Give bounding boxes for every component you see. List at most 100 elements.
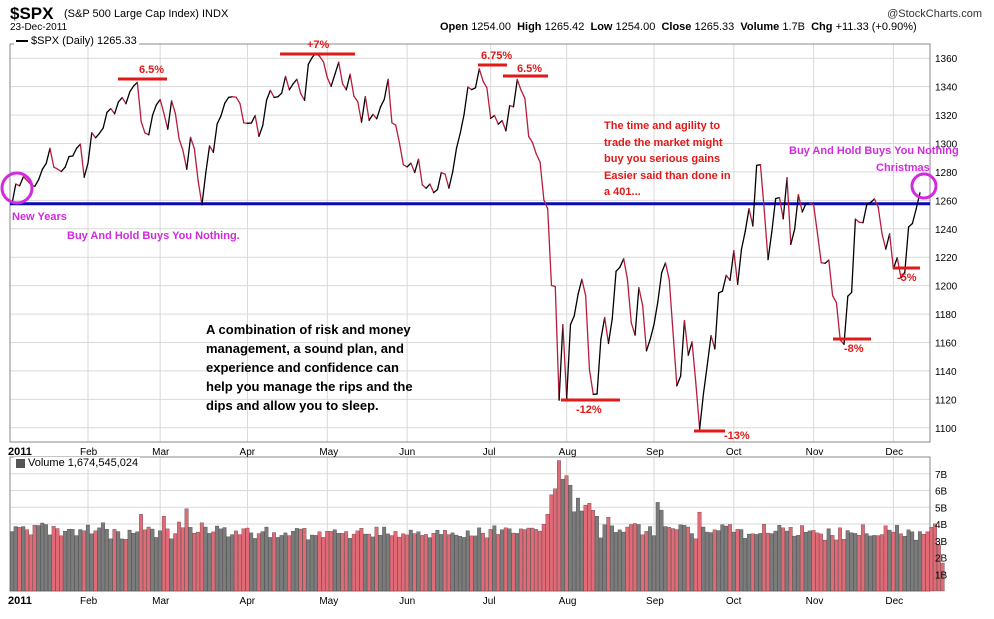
- volume-bar: [830, 535, 835, 592]
- price-segment: [786, 177, 792, 245]
- volume-bar: [712, 529, 717, 592]
- volume-bar: [845, 530, 850, 592]
- volume-bar: [25, 529, 29, 592]
- price-segment: [531, 141, 537, 155]
- price-tick-label: 1320: [935, 111, 958, 122]
- volume-bar: [97, 527, 102, 592]
- volume-bar: [579, 510, 584, 592]
- price-segment: [341, 83, 347, 91]
- volume-bar: [234, 530, 238, 592]
- volume-bar: [473, 535, 478, 592]
- volume-bar: [203, 526, 208, 592]
- volume-bar: [469, 535, 474, 592]
- price-segment: [717, 290, 724, 294]
- price-segment: [698, 393, 705, 430]
- volume-bar: [652, 535, 656, 592]
- volume-bar: [51, 526, 56, 592]
- price-segment: [877, 206, 883, 235]
- volume-bar: [690, 533, 694, 592]
- volume-bar: [370, 536, 375, 592]
- price-x-tick-label: Jul: [483, 447, 496, 458]
- volume-bar: [606, 517, 611, 592]
- price-segment: [463, 86, 469, 115]
- price-segment: [349, 73, 355, 97]
- volume-bar: [17, 527, 22, 592]
- price-segment: [448, 171, 454, 189]
- volume-bar: [800, 525, 804, 592]
- risk-money-note: A combination of risk and money manageme…: [206, 320, 413, 415]
- volume-bar: [332, 529, 337, 592]
- volume-bar: [568, 484, 573, 592]
- risk-money-line-5: dips and allow you to sleep.: [206, 398, 379, 413]
- volume-bar: [13, 526, 18, 592]
- volume-bar: [142, 529, 147, 592]
- volume-bar: [222, 527, 227, 592]
- volume-bar: [549, 494, 554, 592]
- volume-y-axis: 1B 2B 3B 4B 5B 6B 7B: [935, 470, 948, 582]
- price-segment: [478, 68, 484, 82]
- price-segment: [509, 104, 515, 108]
- price-tick-label: 1240: [935, 225, 958, 236]
- volume-bar: [636, 524, 641, 592]
- price-segment: [816, 232, 822, 264]
- volume-bar: [784, 530, 789, 592]
- volume-bar: [655, 502, 660, 592]
- price-x-tick-label: Aug: [559, 447, 577, 458]
- volume-bar: [351, 533, 356, 592]
- risk-money-line-4: help you manage the rips and the: [206, 379, 413, 394]
- change-value: +11.33 (+0.90%): [835, 21, 917, 33]
- volume-bar: [272, 532, 276, 592]
- volume-bar: [891, 531, 896, 592]
- volume-bar: [443, 530, 447, 592]
- volume-bar: [28, 534, 33, 592]
- pct-label-jul1: 6.75%: [481, 50, 513, 62]
- price-segment: [433, 188, 439, 194]
- price-segment: [125, 91, 131, 105]
- volume-bar: [693, 538, 698, 592]
- price-segment: [623, 258, 629, 281]
- price-segment: [626, 278, 632, 324]
- price-segment: [281, 75, 287, 94]
- volume-bar: [526, 527, 531, 592]
- volume-bar: [139, 514, 143, 592]
- price-segment: [345, 73, 351, 91]
- price-segment: [307, 56, 313, 65]
- price-segment: [37, 168, 44, 181]
- price-tick-label: 1120: [935, 395, 957, 406]
- volume-bar: [188, 527, 193, 592]
- price-segment: [132, 81, 139, 87]
- time-agility-note: The time and agility to trade the market…: [604, 118, 731, 201]
- volume-bar: [849, 532, 854, 592]
- buy-hold-right-label: Buy And Hold Buys You Nothing: [789, 145, 959, 157]
- price-segment: [524, 97, 530, 138]
- volume-bar: [355, 530, 360, 592]
- volume-bar: [557, 460, 561, 592]
- price-segment: [520, 89, 526, 99]
- volume-bar: [310, 534, 314, 592]
- price-segment: [414, 158, 420, 174]
- price-segment: [452, 147, 458, 173]
- price-segment: [831, 295, 838, 304]
- price-segment: [56, 168, 63, 173]
- volume-bar: [412, 533, 417, 592]
- volume-bar: [249, 532, 254, 592]
- volume-bar: [253, 538, 257, 592]
- price-segment: [303, 63, 309, 101]
- volume-bar: [705, 531, 709, 592]
- price-segment: [869, 198, 876, 204]
- volume-bar: [686, 526, 690, 592]
- volume-bar: [165, 528, 170, 592]
- price-segment: [94, 132, 101, 139]
- volume-bar: [511, 532, 516, 592]
- volume-bar: [936, 544, 941, 592]
- volume-tick-label: 5B: [935, 503, 948, 514]
- price-segment: [338, 61, 344, 85]
- volume-bar: [359, 528, 364, 592]
- volume-bar: [427, 537, 432, 592]
- volume-x-tick-label: 2011: [8, 595, 32, 607]
- volume-bar: [321, 537, 326, 592]
- volume-bar: [120, 538, 124, 592]
- pct-label-jul2: 6.5%: [517, 63, 543, 75]
- volume-x-tick-label: Feb: [80, 596, 98, 607]
- volume-bar: [841, 539, 846, 592]
